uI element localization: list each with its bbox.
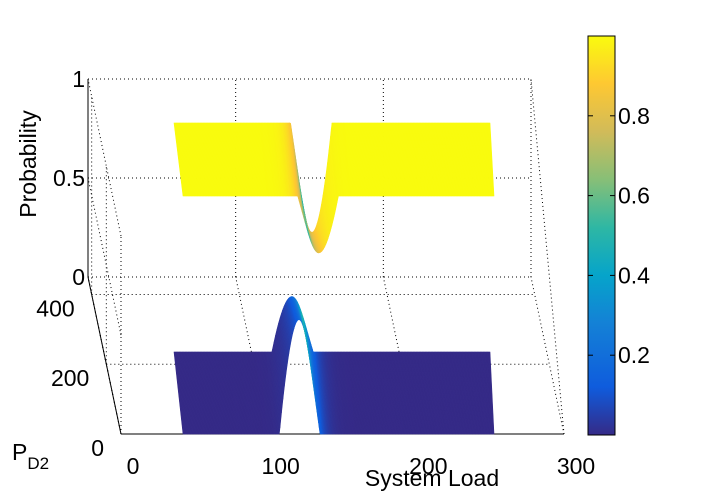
colorbar-tick-label: 0.6: [618, 183, 650, 209]
x-tick-label: 100: [261, 453, 299, 479]
surface-upper: [173, 122, 495, 254]
surface-strip: [488, 122, 495, 197]
colorbar-gradient: [587, 35, 616, 436]
colorbar-ticks: 0.2 0.4 0.6 0.8: [588, 103, 650, 368]
y-axis-label: Probability: [15, 110, 41, 218]
z-axis-label-subscript: D2: [27, 454, 49, 473]
z-tick-label: 400: [36, 295, 74, 321]
colorbar: 0.2 0.4 0.6 0.8: [587, 35, 650, 436]
colorbar-tick-label: 0.8: [618, 103, 650, 129]
colorbar-tick-label: 0.4: [618, 262, 650, 288]
y-tick-label: 0.5: [53, 165, 85, 191]
surface-strip: [488, 351, 495, 435]
y-tick-label: 1: [72, 66, 85, 92]
x-tick-label: 200: [409, 453, 447, 479]
x-tick-label: 300: [557, 453, 595, 479]
grid-line: [530, 78, 565, 435]
grid-line: [530, 276, 565, 435]
z-axis-label-main: P: [12, 439, 27, 465]
x-tick-label: 0: [127, 453, 140, 479]
z-axis-line: [87, 276, 122, 435]
grid-line: [87, 78, 122, 237]
x-axis-label: System Load: [365, 465, 499, 491]
y-tick-label: 0: [72, 264, 85, 290]
tick-labels: 0 100 200 300 0 0.5 1 0 200 400: [36, 66, 595, 479]
surface-lower: [173, 296, 495, 435]
z-axis-label: PD2: [12, 439, 49, 473]
surface-layer: [173, 122, 495, 435]
z-tick-label: 0: [91, 435, 104, 461]
grid-line: [87, 177, 122, 336]
z-tick-label: 200: [51, 365, 89, 391]
colorbar-tick-label: 0.2: [618, 342, 650, 368]
